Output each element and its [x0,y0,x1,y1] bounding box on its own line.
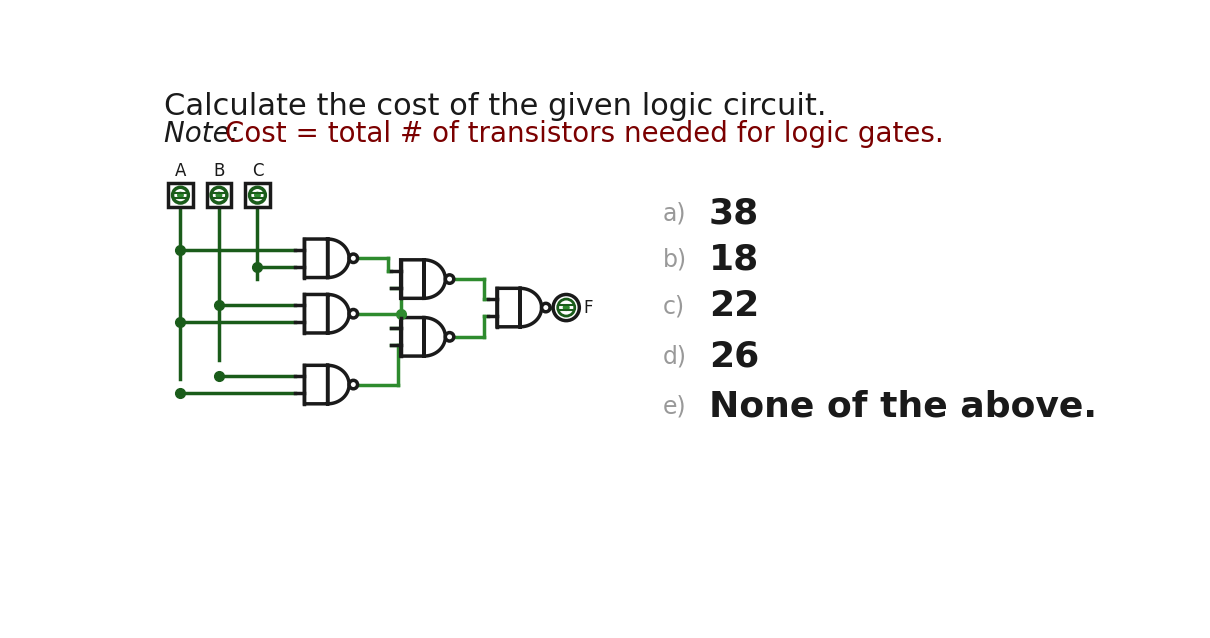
Polygon shape [305,295,348,333]
Circle shape [445,332,454,341]
Text: Note:: Note: [163,120,257,147]
Text: a): a) [662,202,686,226]
Circle shape [553,295,580,321]
Polygon shape [401,260,445,299]
Text: B: B [213,162,225,180]
Circle shape [348,309,358,318]
Circle shape [177,191,184,198]
Text: A: A [174,162,186,180]
Polygon shape [401,318,445,356]
Text: 22: 22 [709,289,759,323]
Circle shape [348,254,358,262]
Polygon shape [305,239,348,278]
Text: F: F [583,299,593,316]
Circle shape [542,303,551,312]
Bar [246,183,270,207]
Text: Cost = total # of transistors needed for logic gates.: Cost = total # of transistors needed for… [225,120,944,147]
Text: 18: 18 [709,243,759,277]
Text: b): b) [662,248,686,272]
Text: Calculate the cost of the given logic circuit.: Calculate the cost of the given logic ci… [163,92,826,121]
Bar [207,183,231,207]
Circle shape [348,380,358,389]
Circle shape [215,191,223,198]
Text: c): c) [662,294,685,318]
Text: d): d) [662,344,686,368]
Polygon shape [497,288,542,327]
Text: 26: 26 [709,339,759,373]
Circle shape [563,304,570,311]
Text: 38: 38 [709,197,759,230]
Text: C: C [252,162,264,180]
Bar [168,183,192,207]
Text: None of the above.: None of the above. [709,389,1096,423]
Circle shape [445,275,454,283]
Circle shape [254,191,261,198]
Text: e): e) [662,394,686,418]
Polygon shape [305,366,348,404]
